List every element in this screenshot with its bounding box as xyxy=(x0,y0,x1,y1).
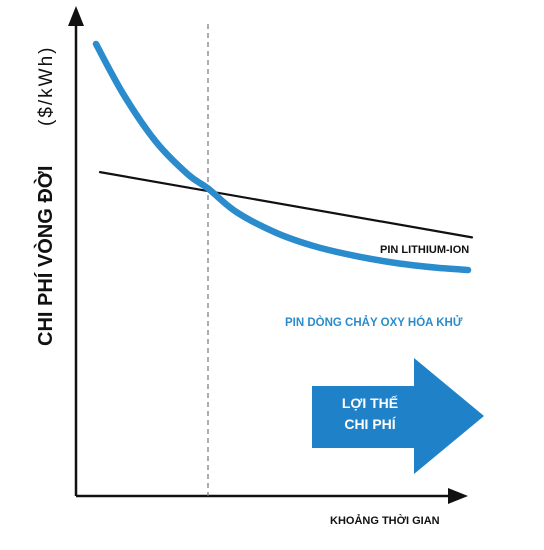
series-layer xyxy=(92,40,474,274)
cost-advantage-arrow xyxy=(312,358,484,474)
series-line-redox-flow xyxy=(92,40,472,274)
cost-advantage-line2: CHI PHÍ xyxy=(344,416,396,432)
series-label-redox-flow: PIN DÒNG CHẢY OXY HÓA KHỬ xyxy=(285,316,463,329)
x-axis-label: KHOẢNG THỜI GIAN xyxy=(330,514,440,527)
cost-advantage-line1: LỢI THẾ xyxy=(342,395,398,411)
y-axis-arrowhead xyxy=(68,6,84,26)
y-axis-unit-label: ($/kWh) xyxy=(36,46,57,127)
y-axis-label: CHI PHÍ VÒNG ĐỜI xyxy=(33,166,57,346)
series-label-lithium-ion: PIN LITHIUM-ION xyxy=(380,244,469,256)
series-line-lithium-ion xyxy=(98,171,474,239)
x-axis-arrowhead xyxy=(448,488,468,504)
